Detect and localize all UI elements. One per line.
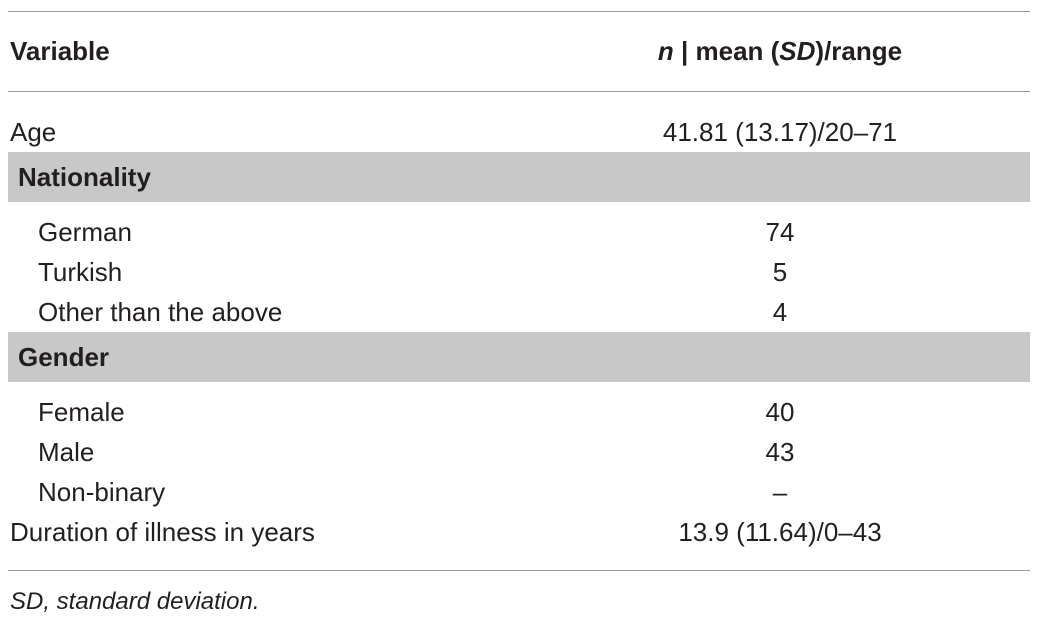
header-part: n [657, 36, 674, 66]
row-label: Male [38, 437, 95, 467]
row-label: Age [10, 117, 57, 147]
footnote: SD, standard deviation. [10, 588, 260, 615]
row-label: Duration of illness in years [10, 517, 315, 547]
section-label: Gender [18, 342, 110, 372]
row-value: – [772, 477, 788, 507]
row-label: Female [38, 397, 125, 427]
row-label: Non-binary [38, 477, 166, 507]
header-part: SD [779, 36, 816, 66]
section-band [8, 332, 1030, 382]
header-label: Variable [10, 36, 110, 66]
header-rule [8, 91, 1030, 92]
row-value: 5 [772, 257, 788, 287]
bottom-rule [8, 570, 1030, 571]
row-value: 13.9 (11.64)/0–43 [678, 517, 882, 547]
row-label: Turkish [38, 257, 123, 287]
header-part: )/range [815, 36, 903, 66]
top-rule [8, 11, 1030, 12]
row-value: 43 [765, 437, 795, 467]
row-value: 40 [765, 397, 795, 427]
section-band [8, 152, 1030, 202]
row-label: Other than the above [38, 297, 283, 327]
row-value: 4 [772, 297, 788, 327]
row-value: 41.81 (13.17)/20–71 [662, 117, 898, 147]
section-label: Nationality [18, 162, 151, 192]
row-value: 74 [765, 217, 795, 247]
header-value: n | mean (SD)/range [580, 31, 980, 71]
header-part: | mean ( [673, 36, 780, 66]
row-label: German [38, 217, 132, 247]
